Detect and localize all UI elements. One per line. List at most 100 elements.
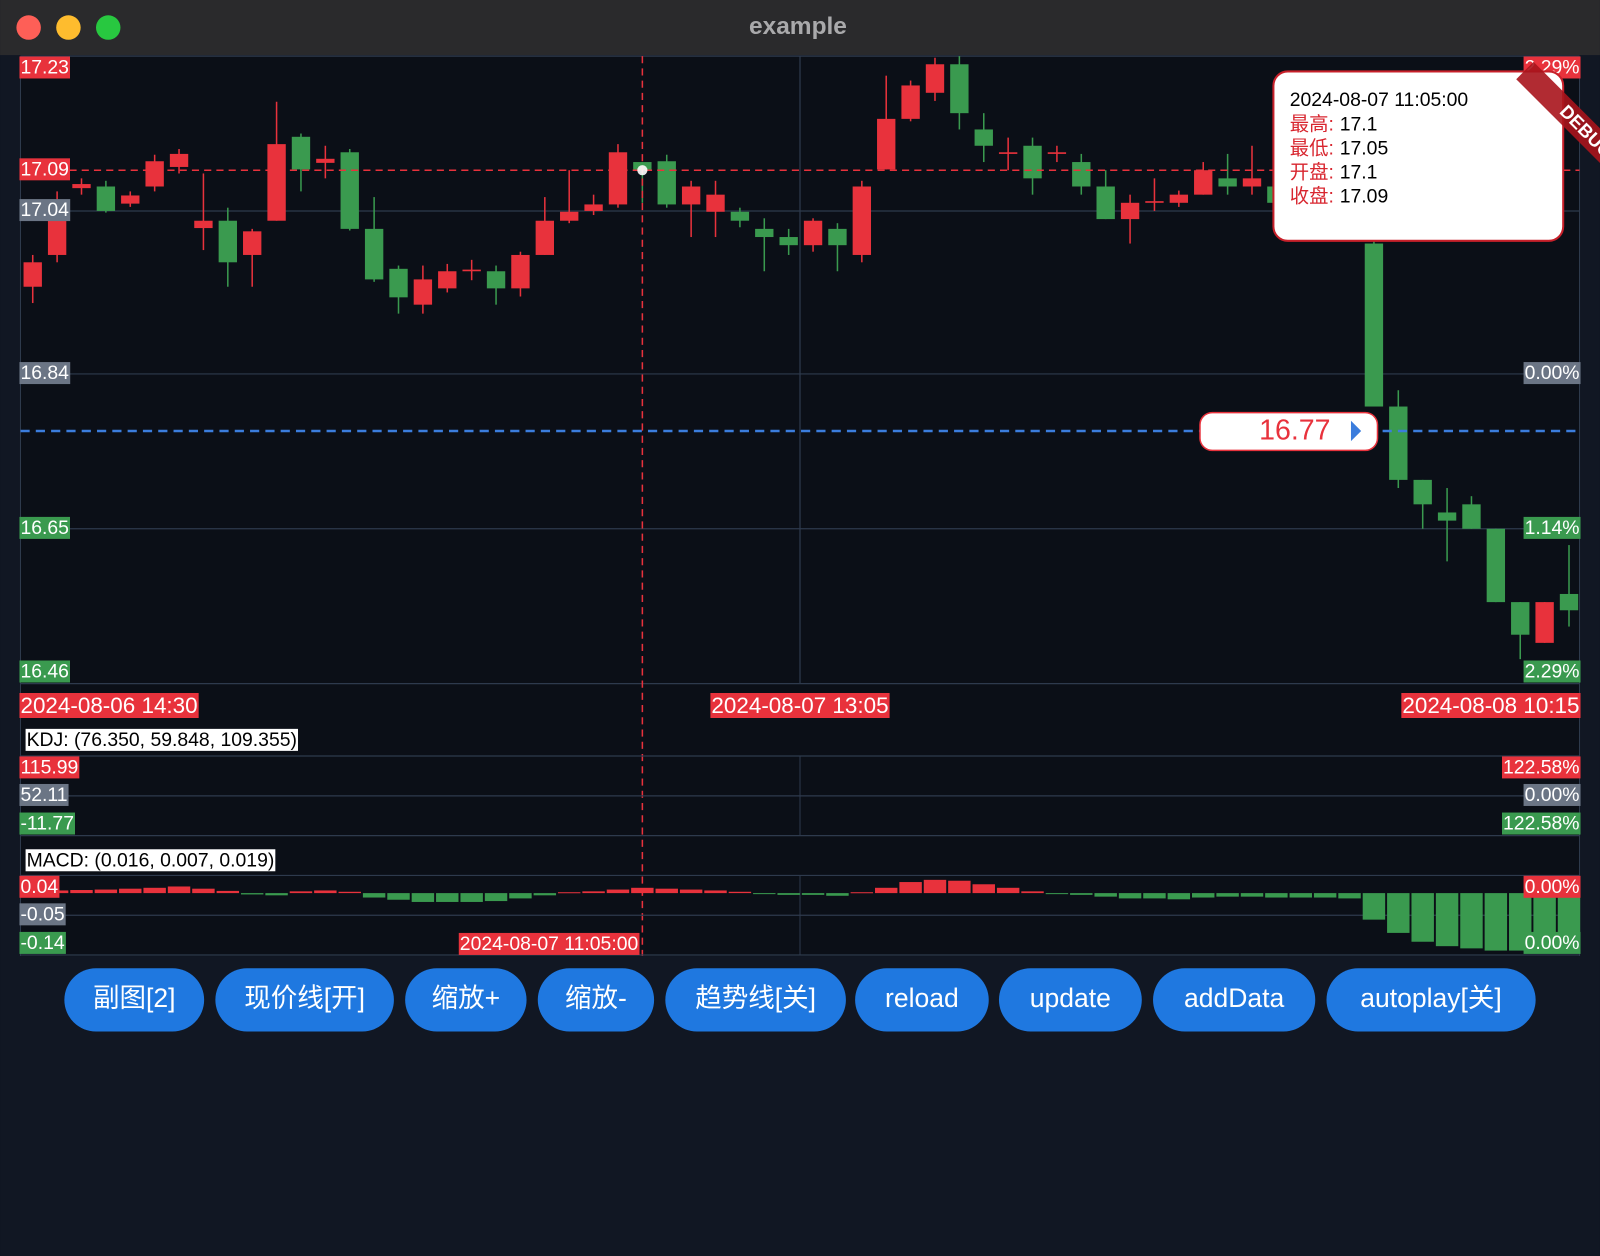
macd-bar [1045, 893, 1069, 895]
percent-label-group: 1.14% [1523, 516, 1581, 539]
candle-body [1096, 186, 1115, 220]
button-bg[interactable] [1153, 968, 1316, 1032]
candle-body [1120, 202, 1140, 220]
kdj-percent-label-group: 0.00% [1523, 783, 1581, 806]
macd-bar [1362, 893, 1386, 920]
macd-bar [1387, 893, 1410, 933]
macd-bar [265, 893, 288, 896]
candle-body [803, 220, 823, 246]
macd-bar [606, 889, 630, 894]
button[interactable]: autoplay[关] [1326, 968, 1536, 1032]
macd-bar [1021, 891, 1044, 894]
macd-bar [1070, 893, 1093, 895]
candle-body [681, 186, 701, 205]
button-label[interactable]: 趋势线[关] [695, 983, 816, 1013]
macd-title-bg [25, 849, 276, 872]
button-bg[interactable] [537, 968, 655, 1032]
current-price-label: 16.77 [1259, 415, 1330, 447]
macd-bar [1289, 893, 1312, 898]
button[interactable]: 缩放+ [405, 968, 527, 1032]
candle-body [438, 271, 457, 289]
button[interactable]: addData [1153, 968, 1316, 1032]
current-price-box [1199, 411, 1379, 452]
button-bg[interactable] [998, 968, 1142, 1032]
zoom-button[interactable] [95, 15, 121, 40]
macd-bar [1411, 893, 1434, 942]
y-tick-label-group: 16.84 [19, 362, 71, 385]
button[interactable]: 趋势线[关] [665, 968, 846, 1032]
percent-label: 2.29% [1525, 661, 1580, 683]
candle-body [121, 195, 140, 204]
button[interactable]: reload [855, 968, 989, 1032]
button-label[interactable]: 缩放+ [432, 983, 501, 1013]
button-label[interactable]: reload [885, 983, 959, 1013]
kdj-percent-label-bg [1523, 783, 1581, 806]
tooltip-time: 2024-08-07 11:05:00 [1290, 89, 1469, 111]
candle-body [901, 85, 920, 119]
kdj-percent-label: 0.00% [1525, 784, 1580, 806]
candle-body [364, 228, 384, 280]
candle-body [1072, 162, 1091, 187]
button-label[interactable]: 缩放- [565, 983, 627, 1013]
close-button[interactable] [16, 15, 41, 40]
macd-bar [923, 879, 947, 894]
candle-body [584, 204, 603, 211]
candle-body [72, 184, 91, 189]
button-label[interactable]: 副图[2] [93, 983, 176, 1013]
kdj-percent-label: 122.58% [1503, 813, 1580, 835]
button-label[interactable]: addData [1184, 983, 1285, 1013]
minimize-button[interactable] [56, 15, 81, 40]
tooltip: 2024-08-07 11:05:00 最高: 17.1 最低: 17.05 开盘: 17.… [1272, 70, 1565, 242]
y-tick-label-bg [19, 199, 71, 222]
button[interactable]: 副图[2] [64, 968, 205, 1032]
macd-bar [1265, 893, 1288, 898]
kdj-tick-label-bg [19, 756, 80, 779]
y-tick-label-bg [19, 516, 71, 539]
candle-body [413, 279, 433, 305]
kdj-tick-label-group: 115.99 [19, 756, 80, 779]
button-label[interactable]: autoplay[关] [1360, 983, 1501, 1013]
candle-body [535, 220, 555, 255]
tooltip-row-label: 开盘: [1290, 162, 1334, 184]
button-bg[interactable] [665, 968, 846, 1032]
macd-bar [533, 893, 557, 896]
tooltip-row-label: 最高: [1290, 114, 1334, 136]
x-label: 2024-08-07 13:05 [711, 693, 888, 718]
macd-bar [874, 887, 898, 894]
macd-percent-label-group: 0.00% [1523, 931, 1581, 954]
kdj-tick-label: 115.99 [20, 756, 78, 778]
button-bg[interactable] [855, 968, 989, 1032]
button[interactable]: 现价线[开] [215, 968, 394, 1032]
macd-percent-label-bg [1523, 931, 1581, 954]
macd-bar [1435, 893, 1459, 947]
tooltip-box [1272, 70, 1565, 242]
y-tick-label-group: 17.23 [19, 56, 71, 79]
button-label[interactable]: update [1030, 983, 1111, 1013]
y-tick-label: 17.04 [20, 199, 69, 221]
macd-bar [704, 890, 727, 894]
tooltip-row-label: 最低: [1290, 138, 1334, 160]
button-bg[interactable] [405, 968, 527, 1032]
button-bg[interactable] [1326, 968, 1536, 1032]
macd-title: MACD: (0.016, 0.007, 0.019) [27, 849, 275, 871]
candle-body [316, 158, 335, 163]
candle-body [1462, 504, 1481, 529]
candle-body [340, 152, 359, 229]
macd-bar [216, 890, 240, 894]
crosshair-point [637, 165, 648, 176]
candle-body [389, 268, 408, 298]
button[interactable]: update [998, 968, 1142, 1032]
button[interactable]: 缩放- [537, 968, 655, 1032]
macd-bar [1143, 893, 1166, 899]
kdj-title-group: KDJ: (76.350, 59.848, 109.355) [25, 728, 299, 751]
macd-bar [1313, 893, 1337, 898]
button-bg[interactable] [215, 968, 394, 1032]
macd-bar [119, 888, 142, 894]
macd-bar [557, 892, 581, 894]
x-label: 2024-08-06 14:30 [20, 693, 197, 718]
y-tick-label: 16.84 [20, 362, 69, 384]
button-bg[interactable] [64, 968, 205, 1032]
button-label[interactable]: 现价线[开] [244, 983, 365, 1013]
